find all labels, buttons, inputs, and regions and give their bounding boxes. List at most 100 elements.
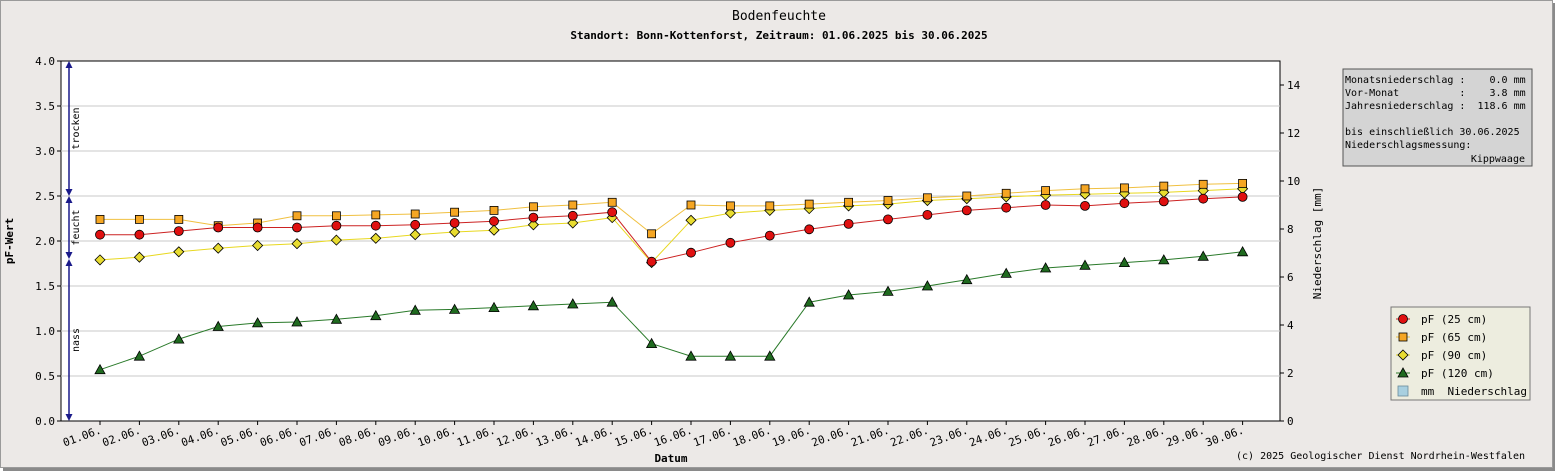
y-tick-label: 0.0 — [35, 415, 55, 428]
x-tick-label: 24.06. — [967, 424, 1009, 450]
y-tick-label: 0.5 — [35, 370, 55, 383]
x-axis-title: Datum — [654, 452, 687, 465]
zone-label: feucht — [71, 209, 82, 245]
legend: pF (25 cm) pF (65 cm) pF (90 cm) pF (120 cm… — [1390, 306, 1531, 401]
data-point — [647, 229, 656, 239]
y2-tick-label: 10 — [1287, 175, 1300, 188]
data-point — [527, 299, 540, 311]
zone-label: nass — [71, 328, 82, 352]
data-point — [804, 224, 815, 235]
x-axis-ticks: 01.06.02.06.03.06.04.06.05.06.06.06.07.0… — [61, 421, 1246, 450]
legend-label: pF (25 cm) — [1421, 313, 1487, 326]
data-point — [685, 214, 697, 226]
data-point — [409, 229, 421, 241]
data-point — [607, 207, 618, 218]
x-tick-label: 29.06. — [1164, 424, 1206, 450]
data-point — [1001, 188, 1011, 198]
data-point — [843, 218, 854, 229]
data-point — [94, 363, 106, 375]
data-point — [844, 197, 853, 207]
data-point — [883, 196, 893, 205]
legend-marker — [1398, 332, 1408, 342]
x-tick-label: 13.06. — [534, 424, 576, 450]
data-point — [1080, 200, 1090, 211]
x-tick-label: 27.06. — [1086, 424, 1128, 450]
x-tick-label: 05.06. — [219, 424, 261, 450]
data-point — [134, 229, 145, 240]
data-point — [331, 211, 341, 221]
data-point — [764, 350, 776, 361]
data-point — [1236, 245, 1249, 257]
zone-arrowhead-up — [65, 196, 73, 203]
data-point — [1080, 184, 1090, 194]
legend-label: pF (120 cm) — [1421, 367, 1494, 380]
data-point — [685, 350, 697, 361]
data-point — [134, 214, 144, 224]
zone-arrowhead-down — [65, 252, 73, 259]
data-point — [726, 201, 735, 211]
data-point — [1158, 254, 1170, 265]
x-tick-label: 22.06. — [889, 424, 931, 450]
data-point — [1118, 256, 1131, 268]
data-point — [251, 317, 264, 328]
data-point — [803, 296, 815, 307]
data-point — [173, 333, 185, 344]
legend-item: mm Niederschlag — [1397, 385, 1527, 398]
x-tick-label: 23.06. — [928, 424, 970, 450]
data-point — [528, 212, 539, 223]
x-tick-label: 18.06. — [731, 424, 773, 450]
grid-lines — [61, 105, 1280, 377]
x-tick-label: 20.06. — [810, 424, 852, 450]
series-line — [100, 196, 1243, 263]
data-point — [370, 220, 381, 231]
legend-label: pF (65 cm) — [1421, 331, 1487, 344]
data-point — [291, 316, 303, 327]
data-point — [1198, 179, 1208, 189]
data-point — [725, 237, 736, 248]
data-point — [1237, 191, 1248, 202]
data-point — [527, 219, 539, 231]
data-point — [173, 246, 185, 258]
y2-tick-label: 6 — [1287, 271, 1294, 284]
data-point — [804, 199, 814, 209]
zone-arrowhead-up — [65, 259, 73, 266]
data-point — [765, 201, 775, 211]
y-tick-label: 2.5 — [35, 190, 55, 203]
data-point — [962, 191, 972, 201]
x-tick-label: 09.06. — [376, 424, 418, 450]
data-point — [686, 200, 696, 210]
copyright: (c) 2025 Geologischer Dienst Nordrhein-W… — [1236, 451, 1525, 462]
data-point — [133, 251, 145, 263]
x-tick-label: 25.06. — [1007, 424, 1049, 450]
data-point — [95, 214, 105, 224]
data-point — [173, 226, 184, 237]
data-point — [212, 242, 224, 254]
series-group — [94, 178, 1249, 375]
y2-tick-label: 12 — [1287, 127, 1300, 140]
data-point — [370, 309, 382, 321]
info-box-bg — [1342, 68, 1533, 167]
series-pf-65-cm- — [95, 178, 1247, 239]
data-point — [449, 226, 461, 238]
x-tick-label: 16.06. — [652, 424, 694, 450]
data-point — [921, 280, 934, 291]
data-point — [961, 205, 972, 216]
info-line: Niederschlagsmessung: — [1345, 140, 1471, 151]
y2-tick-label: 4 — [1287, 319, 1294, 332]
x-tick-label: 30.06. — [1204, 424, 1246, 450]
data-point — [331, 220, 342, 231]
y-tick-label: 2.0 — [35, 235, 55, 248]
zone-arrowhead-up — [65, 61, 73, 68]
data-point — [330, 234, 342, 246]
data-point — [686, 247, 696, 258]
data-point — [488, 301, 500, 313]
legend-marker — [1398, 314, 1408, 324]
y2-tick-label: 8 — [1287, 223, 1294, 236]
data-point — [133, 350, 146, 361]
data-point — [922, 209, 933, 220]
series-pf-120-cm- — [94, 245, 1249, 375]
legend-label: mm Niederschlag — [1421, 385, 1527, 398]
x-tick-label: 28.06. — [1125, 424, 1167, 450]
zone-arrowhead-down — [65, 414, 73, 421]
